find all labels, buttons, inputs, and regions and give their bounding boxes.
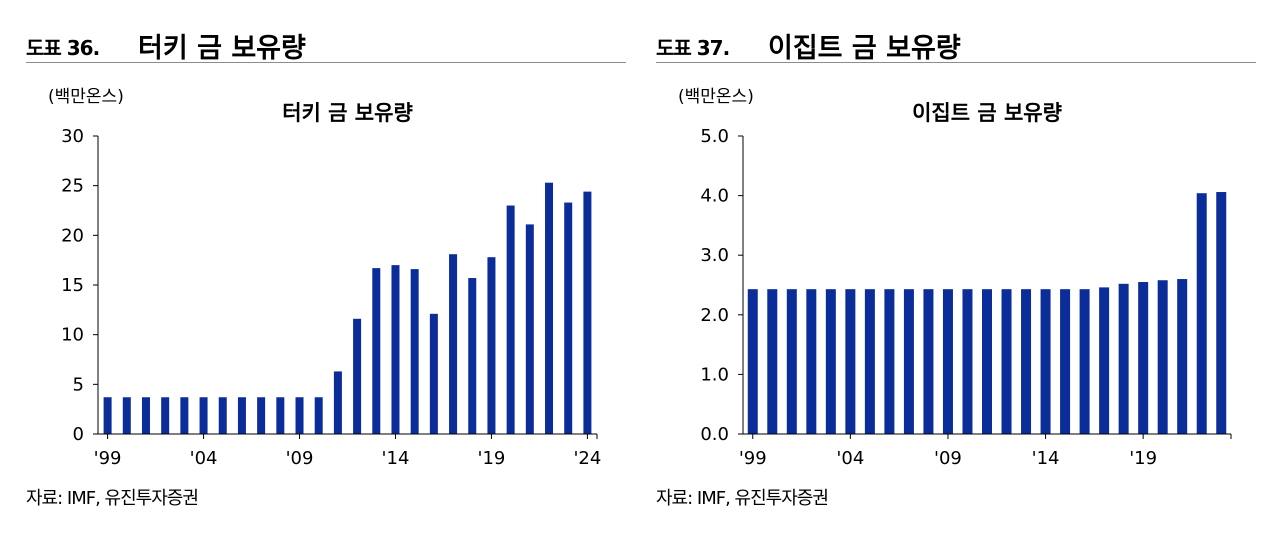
bar [103,397,112,434]
bar [962,289,973,434]
bar [1196,193,1207,434]
y-tick-label: 15 [61,275,84,296]
figure-36-source: 자료: IMF, 유진투자증권 [26,488,199,509]
bar [410,269,419,434]
figure-37-header: 도표 37. 이집트 금 보유량 [656,24,1256,64]
bar [276,397,285,434]
bar [1099,287,1110,434]
x-tick-label: '04 [190,448,218,469]
unit-label: (백만온스) [48,87,124,107]
figure-37-source: 자료: IMF, 유진투자증권 [656,488,829,509]
bar [449,254,458,434]
x-tick-label: '14 [1032,448,1060,469]
turkey-gold-chart: (백만온스) 터키 금 보유량 0 5 10 15 20 25 30 '99 '04 '09 '14 '1… [48,87,601,469]
bar [825,289,836,434]
bar [141,397,150,434]
figure-36-title: 터키 금 보유량 [138,33,306,64]
bar [545,182,554,434]
figure-37-label: 도표 37. [656,36,730,60]
bar [314,397,323,434]
bar [903,289,914,434]
x-tick-label: '04 [836,448,864,469]
bar [161,397,170,434]
bar [199,397,208,434]
bar [180,397,189,434]
x-tick-label: '09 [286,448,314,469]
bar [122,397,131,434]
bar [884,289,895,434]
figure-37-panel: 도표 37. 이집트 금 보유량 (백만온스) 이집트 금 보유량 0.0 1.0 2.… [656,0,1256,535]
bar [1079,289,1090,434]
y-tick-label: 10 [61,325,84,346]
bar [806,289,817,434]
figure-36-divider [26,62,626,63]
bar [786,289,797,434]
y-tick-label: 25 [61,176,84,197]
bar [1177,279,1188,434]
y-tick-label: 2.0 [700,305,729,326]
bar [237,397,246,434]
figure-36-panel: 도표 36. 터키 금 보유량 (백만온스) 터키 금 보유량 0 5 10 15 20 25… [26,0,626,535]
bar [1021,289,1032,434]
bar [982,289,992,434]
figure-36-header: 도표 36. 터키 금 보유량 [26,24,626,64]
figure-37-divider [656,62,1256,63]
bar [257,397,266,434]
bar [1157,280,1168,434]
unit-label: (백만온스) [678,87,754,107]
bar [487,257,496,434]
x-tick-label: '09 [934,448,962,469]
y-tick-label: 30 [61,126,84,147]
bar [525,224,534,434]
bar [1118,283,1129,434]
y-tick-label: 3.0 [700,245,729,266]
bar [1040,289,1051,434]
bar [506,205,515,434]
bar [564,202,573,434]
x-tick-label: '99 [94,448,122,469]
bar [372,268,381,434]
bar [747,289,758,434]
x-tick-label: '19 [478,448,506,469]
egypt-gold-chart: (백만온스) 이집트 금 보유량 0.0 1.0 2.0 3.0 4.0 5.0 '99 '04 '… [678,87,1232,469]
x-tick-label: '24 [573,448,601,469]
y-tick-label: 5.0 [700,126,729,147]
bar [429,313,438,434]
y-tick-label: 0.0 [700,424,729,445]
y-tick-label: 0 [73,424,84,445]
figure-37-title: 이집트 금 보유량 [768,33,961,64]
chart-title: 이집트 금 보유량 [912,101,1062,125]
bar [767,289,778,434]
chart-title: 터키 금 보유량 [282,101,413,125]
bar [218,397,227,434]
bar [295,397,304,434]
bar [1060,289,1071,434]
bar [468,278,477,434]
bar [1216,192,1227,434]
bar [1138,282,1149,434]
bar [923,289,934,434]
figure-36-label: 도표 36. [26,36,100,60]
bar [391,265,400,434]
x-tick-label: '99 [739,448,767,469]
bar [583,191,592,434]
y-tick-label: 1.0 [700,364,729,385]
x-tick-label: '19 [1129,448,1157,469]
bar [1001,289,1012,434]
y-tick-label: 5 [73,374,84,395]
bar [353,318,362,434]
bar [864,289,875,434]
x-tick-label: '14 [382,448,410,469]
y-tick-label: 4.0 [700,186,729,207]
bar [942,289,953,434]
y-tick-label: 20 [61,225,84,246]
bar [845,289,856,434]
bar [333,371,342,434]
